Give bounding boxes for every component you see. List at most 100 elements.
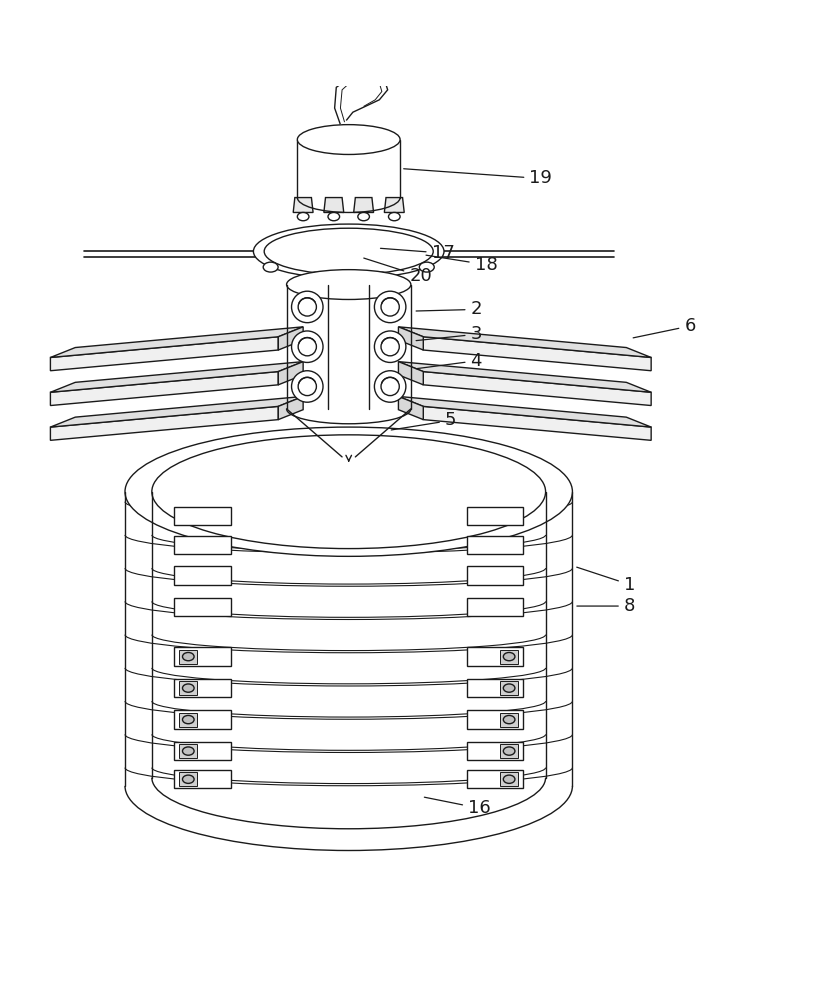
Bar: [174, 679, 231, 697]
Polygon shape: [398, 396, 423, 420]
Polygon shape: [324, 198, 344, 212]
Ellipse shape: [297, 212, 309, 221]
Polygon shape: [278, 362, 303, 385]
Polygon shape: [398, 327, 652, 357]
Polygon shape: [423, 406, 652, 440]
Bar: [466, 647, 523, 666]
Ellipse shape: [328, 212, 339, 221]
Ellipse shape: [358, 212, 369, 221]
Polygon shape: [278, 396, 303, 420]
Text: 4: 4: [416, 352, 482, 370]
Bar: [466, 770, 523, 788]
Bar: [466, 742, 523, 760]
Ellipse shape: [125, 427, 573, 556]
Ellipse shape: [183, 684, 194, 692]
Text: 6: 6: [633, 317, 696, 338]
Bar: [179, 713, 198, 727]
Polygon shape: [293, 198, 313, 212]
Text: 17: 17: [380, 244, 455, 262]
Ellipse shape: [298, 298, 316, 316]
Bar: [179, 772, 198, 786]
Ellipse shape: [291, 371, 323, 402]
Text: 19: 19: [403, 169, 552, 187]
Bar: [174, 647, 231, 666]
Bar: [466, 679, 523, 697]
Polygon shape: [398, 362, 423, 385]
Ellipse shape: [381, 338, 399, 356]
Bar: [500, 713, 518, 727]
Bar: [286, 285, 411, 409]
Bar: [500, 772, 518, 786]
Polygon shape: [354, 198, 374, 212]
Bar: [466, 507, 523, 525]
Text: 16: 16: [424, 797, 491, 817]
Ellipse shape: [374, 371, 406, 402]
Ellipse shape: [503, 775, 515, 783]
Polygon shape: [384, 198, 404, 212]
Ellipse shape: [183, 715, 194, 724]
Text: 3: 3: [416, 325, 482, 343]
Bar: [500, 681, 518, 695]
Ellipse shape: [183, 747, 194, 755]
Text: 20: 20: [364, 258, 432, 285]
Ellipse shape: [297, 125, 400, 154]
Bar: [466, 536, 523, 554]
Text: 2: 2: [416, 300, 482, 318]
Bar: [174, 598, 231, 616]
Ellipse shape: [503, 684, 515, 692]
Ellipse shape: [503, 652, 515, 661]
Ellipse shape: [183, 652, 194, 661]
Bar: [297, 140, 400, 198]
Bar: [174, 566, 231, 585]
Text: 5: 5: [391, 411, 457, 430]
Ellipse shape: [253, 224, 444, 279]
Bar: [179, 744, 198, 758]
Bar: [174, 710, 231, 729]
Ellipse shape: [264, 228, 433, 275]
Polygon shape: [278, 327, 303, 350]
Bar: [466, 710, 523, 729]
PathPatch shape: [334, 73, 388, 125]
Polygon shape: [398, 327, 423, 350]
Bar: [125, 492, 573, 786]
Ellipse shape: [503, 715, 515, 724]
Bar: [179, 650, 198, 664]
Ellipse shape: [381, 298, 399, 316]
Bar: [500, 744, 518, 758]
Polygon shape: [51, 327, 303, 357]
Bar: [466, 598, 523, 616]
Ellipse shape: [388, 212, 400, 221]
Polygon shape: [398, 396, 652, 427]
Text: 1: 1: [577, 567, 635, 594]
Bar: [466, 566, 523, 585]
Bar: [174, 507, 231, 525]
Ellipse shape: [374, 291, 406, 323]
Text: 18: 18: [426, 255, 497, 274]
Ellipse shape: [152, 435, 545, 549]
Bar: [179, 681, 198, 695]
Text: 8: 8: [577, 597, 635, 615]
Ellipse shape: [503, 747, 515, 755]
Ellipse shape: [298, 338, 316, 356]
Ellipse shape: [381, 377, 399, 396]
Ellipse shape: [374, 272, 388, 282]
Polygon shape: [51, 337, 278, 371]
Ellipse shape: [183, 775, 194, 783]
Polygon shape: [51, 396, 303, 427]
Ellipse shape: [291, 291, 323, 323]
Polygon shape: [51, 372, 278, 406]
Ellipse shape: [286, 270, 411, 299]
Ellipse shape: [374, 331, 406, 362]
Polygon shape: [51, 362, 303, 392]
Bar: [174, 742, 231, 760]
Polygon shape: [398, 362, 652, 392]
Ellipse shape: [309, 272, 324, 282]
Ellipse shape: [419, 262, 434, 272]
Bar: [174, 770, 231, 788]
Polygon shape: [423, 372, 652, 406]
Polygon shape: [423, 337, 652, 371]
Bar: [174, 536, 231, 554]
Ellipse shape: [298, 377, 316, 396]
Bar: [500, 650, 518, 664]
Ellipse shape: [291, 331, 323, 362]
